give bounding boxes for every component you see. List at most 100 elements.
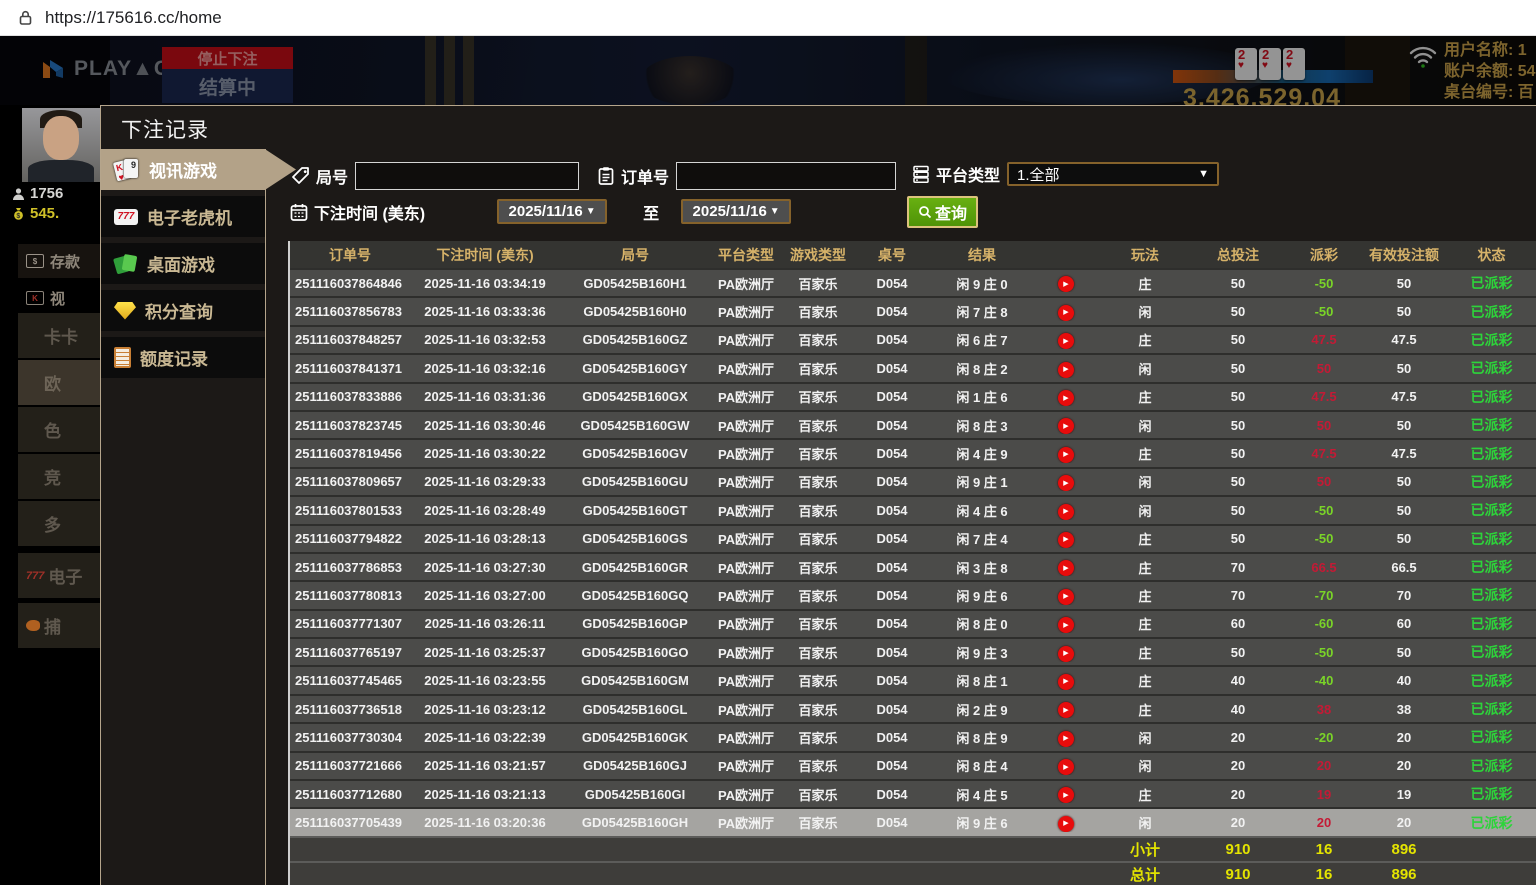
order-label: 订单号 bbox=[621, 170, 670, 187]
search-button[interactable]: 查询 bbox=[907, 196, 978, 228]
deposit-icon: $ bbox=[26, 254, 44, 268]
table-row[interactable]: 251116037771307 2025-11-16 03:26:11 GD05… bbox=[290, 608, 1536, 638]
menu-item-video-games[interactable]: K ♥ 9 视讯游戏 bbox=[101, 149, 296, 190]
table-row[interactable]: 251116037780813 2025-11-16 03:27:00 GD05… bbox=[290, 580, 1536, 609]
replay-button[interactable]: ▶ bbox=[1034, 615, 1098, 634]
table-row[interactable]: 251116037856783 2025-11-16 03:33:36 GD05… bbox=[290, 296, 1536, 325]
replay-button[interactable]: ▶ bbox=[1034, 813, 1098, 832]
table-row[interactable]: 251116037848257 2025-11-16 03:32:53 GD05… bbox=[290, 324, 1536, 354]
replay-button[interactable]: ▶ bbox=[1034, 700, 1098, 719]
cell-game-type: 百家乐 bbox=[798, 276, 838, 292]
table-row[interactable]: 251116037736518 2025-11-16 03:23:12 GD05… bbox=[290, 693, 1536, 723]
replay-button[interactable]: ▶ bbox=[1034, 529, 1098, 548]
video-cards-icon: K ♥ 9 bbox=[112, 157, 140, 183]
cell-bet-time: 2025-11-16 03:28:49 bbox=[424, 502, 546, 518]
replay-button[interactable]: ▶ bbox=[1034, 473, 1098, 492]
url-text[interactable]: https://175616.cc/home bbox=[45, 7, 222, 27]
menu-item-points-query[interactable]: 积分查询 bbox=[101, 290, 265, 331]
cell-bet-time: 2025-11-16 03:26:11 bbox=[424, 616, 546, 632]
cell-valid-bet: 60 bbox=[1396, 616, 1412, 632]
cell-platform: PA欧洲厅 bbox=[717, 361, 775, 377]
video-game-item[interactable]: K 视 bbox=[18, 281, 100, 315]
replay-button[interactable]: ▶ bbox=[1034, 757, 1098, 776]
replay-button[interactable]: ▶ bbox=[1034, 728, 1098, 747]
cell-platform: PA欧洲厅 bbox=[717, 276, 775, 292]
date-from-select[interactable]: 2025/11/16 ▼ bbox=[497, 199, 608, 224]
dealer-figure bbox=[640, 56, 740, 105]
table-row[interactable]: 251116037730304 2025-11-16 03:22:39 GD05… bbox=[290, 722, 1536, 751]
cell-result: 闲 7 庄 8 bbox=[956, 305, 1008, 321]
cell-result: 闲 7 庄 4 bbox=[956, 532, 1008, 548]
replay-button[interactable]: ▶ bbox=[1034, 444, 1098, 463]
menu-item-credit-records[interactable]: 额度记录 bbox=[101, 337, 265, 378]
order-input[interactable] bbox=[676, 162, 897, 190]
dealt-cards: 2 ♥ 2 ♥ 2 ♥ bbox=[1235, 48, 1305, 80]
table-row[interactable]: 251116037823745 2025-11-16 03:30:46 GD05… bbox=[290, 409, 1536, 439]
deposit-item[interactable]: $ 存款 bbox=[18, 244, 100, 278]
replay-button[interactable]: ▶ bbox=[1034, 785, 1098, 804]
username-label: 用户名称: 1 bbox=[1444, 42, 1527, 59]
cell-order-number: 251116037856783 bbox=[295, 304, 403, 320]
replay-button[interactable]: ▶ bbox=[1034, 671, 1098, 690]
cell-table-number: D054 bbox=[876, 332, 908, 348]
play-icon: ▶ bbox=[1058, 588, 1074, 605]
replay-button[interactable]: ▶ bbox=[1034, 331, 1098, 350]
cell-round-number: GD05425B160GQ bbox=[581, 587, 689, 603]
table-row[interactable]: 251116037801533 2025-11-16 03:28:49 GD05… bbox=[290, 495, 1536, 524]
cell-payout: 38 bbox=[1316, 701, 1332, 717]
cell-platform: PA欧洲厅 bbox=[717, 588, 775, 604]
lobby-tab[interactable]: 卡卡 bbox=[18, 313, 100, 358]
wifi-icon bbox=[1409, 46, 1437, 68]
table-body: 251116037864846 2025-11-16 03:34:19 GD05… bbox=[290, 268, 1536, 836]
platform-select[interactable]: 1.全部 ▼ bbox=[1007, 162, 1220, 186]
table-row[interactable]: 251116037786853 2025-11-16 03:27:30 GD05… bbox=[290, 551, 1536, 581]
cell-total-bet: 20 bbox=[1230, 815, 1246, 831]
cell-bet-side: 闲 bbox=[1138, 361, 1152, 377]
cell-result: 闲 9 庄 1 bbox=[956, 475, 1008, 491]
cell-order-number: 251116037771307 bbox=[295, 616, 403, 632]
table-row[interactable]: 251116037841371 2025-11-16 03:32:16 GD05… bbox=[290, 353, 1536, 382]
table-row[interactable]: 251116037864846 2025-11-16 03:34:19 GD05… bbox=[290, 268, 1536, 297]
avatar-body bbox=[28, 160, 94, 182]
cell-valid-bet: 20 bbox=[1396, 815, 1412, 831]
background-left-sidebar: 1756 $ 545. $ 存款 K 视 卡卡 欧 色 竞 多 777 电子 捕 bbox=[0, 105, 100, 885]
replay-button[interactable]: ▶ bbox=[1034, 558, 1098, 577]
replay-button[interactable]: ▶ bbox=[1034, 302, 1098, 321]
replay-button[interactable]: ▶ bbox=[1034, 501, 1098, 520]
menu-item-slots[interactable]: 777 电子老虎机 bbox=[101, 196, 265, 237]
cell-platform: PA欧洲厅 bbox=[717, 702, 775, 718]
replay-button[interactable]: ▶ bbox=[1034, 416, 1098, 435]
table-row[interactable]: 251116037819456 2025-11-16 03:30:22 GD05… bbox=[290, 438, 1536, 467]
subtotal-valid: 896 bbox=[1391, 840, 1417, 858]
browser-url-bar[interactable]: https://175616.cc/home bbox=[0, 0, 1536, 36]
lobby-tab[interactable]: 竞 bbox=[18, 454, 100, 499]
platform-filter: 平台类型 1.全部 ▼ bbox=[911, 162, 1220, 186]
replay-button[interactable]: ▶ bbox=[1034, 359, 1098, 378]
replay-button[interactable]: ▶ bbox=[1034, 643, 1098, 662]
table-row[interactable]: 251116037809657 2025-11-16 03:29:33 GD05… bbox=[290, 466, 1536, 496]
table-row[interactable]: 251116037712680 2025-11-16 03:21:13 GD05… bbox=[290, 779, 1536, 808]
table-row[interactable]: 251116037705439 2025-11-16 03:20:36 GD05… bbox=[290, 807, 1536, 836]
fishing-item[interactable]: 捕 bbox=[18, 603, 100, 648]
lobby-tab[interactable]: 多 bbox=[18, 501, 100, 546]
replay-button[interactable]: ▶ bbox=[1034, 388, 1098, 406]
replay-button[interactable]: ▶ bbox=[1034, 586, 1098, 605]
table-row[interactable]: 251116037745465 2025-11-16 03:23:55 GD05… bbox=[290, 665, 1536, 694]
lobby-tab-active[interactable]: 欧 bbox=[18, 360, 100, 405]
lobby-tab[interactable]: 色 bbox=[18, 407, 100, 452]
table-row[interactable]: 251116037833886 2025-11-16 03:31:36 GD05… bbox=[290, 381, 1536, 410]
date-to-select[interactable]: 2025/11/16 ▼ bbox=[681, 199, 792, 224]
time-filter: 下注时间 (美东) 2025/11/16 ▼ 至 2025/11/16 ▼ bbox=[289, 199, 792, 224]
cell-table-number: D054 bbox=[876, 474, 908, 490]
table-row[interactable]: 251116037794822 2025-11-16 03:28:13 GD05… bbox=[290, 523, 1536, 552]
slots-item[interactable]: 777 电子 bbox=[18, 553, 100, 598]
menu-item-table-games[interactable]: 桌面游戏 bbox=[101, 243, 265, 284]
table-row[interactable]: 251116037721666 2025-11-16 03:21:57 GD05… bbox=[290, 750, 1536, 780]
table-row[interactable]: 251116037765197 2025-11-16 03:25:37 GD05… bbox=[290, 637, 1536, 666]
replay-button[interactable]: ▶ bbox=[1034, 274, 1098, 293]
cell-round-number: GD05425B160GS bbox=[582, 531, 688, 547]
cell-payout: 20 bbox=[1316, 815, 1332, 831]
round-input[interactable] bbox=[355, 162, 580, 190]
jackpot-amount: 3,426,529.04 bbox=[1183, 84, 1341, 105]
cell-result: 闲 8 庄 0 bbox=[956, 617, 1008, 633]
